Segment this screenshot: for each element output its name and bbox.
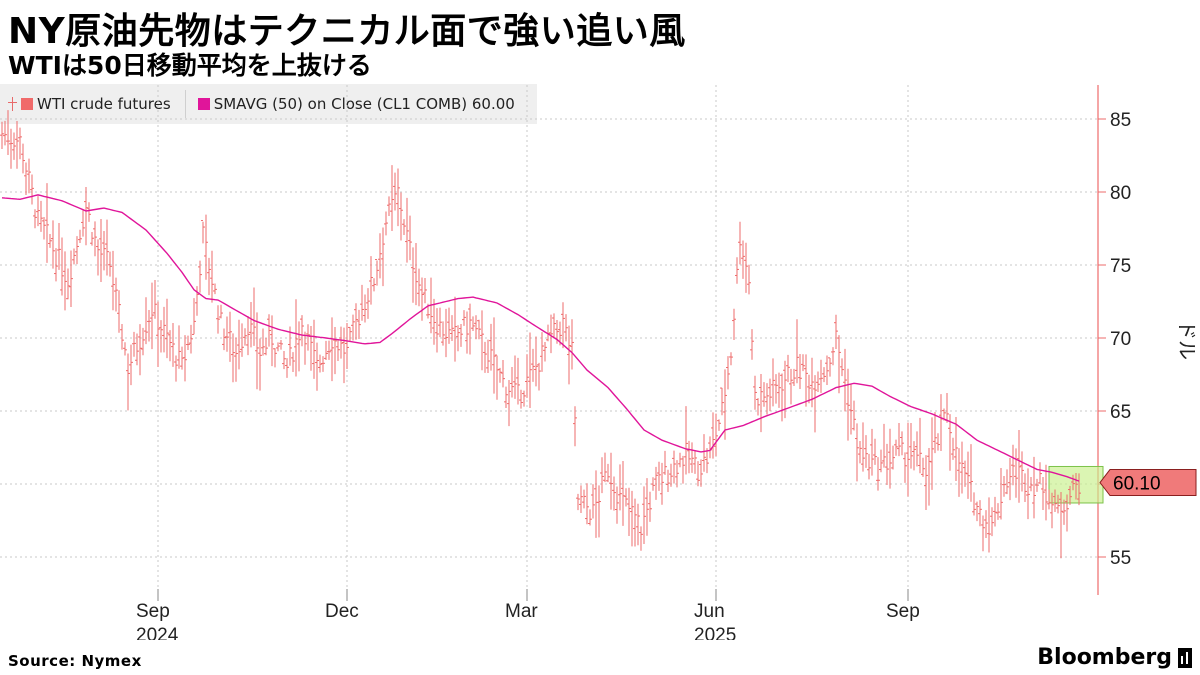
legend-swatch-price — [21, 98, 33, 110]
y-axis-unit: ドル — [1175, 320, 1199, 360]
legend-item-sma: SMAVG (50) on Close (CL1 COMB) 60.00 — [197, 95, 515, 113]
legend-divider — [184, 90, 186, 118]
x-tick-label: Sep — [136, 601, 170, 622]
legend-label-sma: SMAVG (50) on Close (CL1 COMB) 60.00 — [213, 95, 515, 113]
legend-item-price: WTI crude futures — [8, 95, 171, 113]
brand-name: Bloomberg — [1037, 645, 1172, 670]
bloomberg-terminal-icon — [1178, 647, 1192, 668]
y-tick-label: 85 — [1110, 110, 1131, 131]
x-tick-label: Dec — [325, 601, 359, 622]
y-tick-label: 70 — [1110, 329, 1131, 350]
sma-line — [1, 194, 1080, 482]
last-value-tag — [1099, 469, 1197, 497]
chart-subtitle: WTIは50日移動平均を上抜ける — [8, 51, 372, 80]
y-tick-label: 65 — [1110, 402, 1131, 423]
x-year-label: 2024 — [136, 625, 179, 640]
source-note: Source: Nymex — [8, 652, 142, 670]
legend-label-price: WTI crude futures — [37, 95, 171, 113]
square-swatch-icon — [197, 98, 210, 110]
y-tick-label: 55 — [1110, 548, 1131, 569]
x-year-label: 2025 — [694, 625, 736, 640]
x-tick-label: Jun — [694, 601, 725, 622]
x-tick-label: Mar — [505, 601, 538, 622]
chart-legend: WTI crude futures SMAVG (50) on Close (C… — [0, 84, 537, 124]
last-value-label: 60.10 — [1113, 474, 1161, 495]
y-tick-label: 75 — [1110, 256, 1131, 277]
y-tick-label: 80 — [1110, 183, 1131, 204]
ohlc-bar-icon — [8, 97, 18, 111]
brand-logo: Bloomberg — [1037, 645, 1192, 670]
x-tick-label: Sep — [886, 601, 920, 622]
chart-title: NY原油先物はテクニカル面で強い追い風 — [8, 11, 686, 52]
chart-plot: 55606570758085ドルSep2024DecMarJun2025Sep6… — [0, 85, 1199, 640]
